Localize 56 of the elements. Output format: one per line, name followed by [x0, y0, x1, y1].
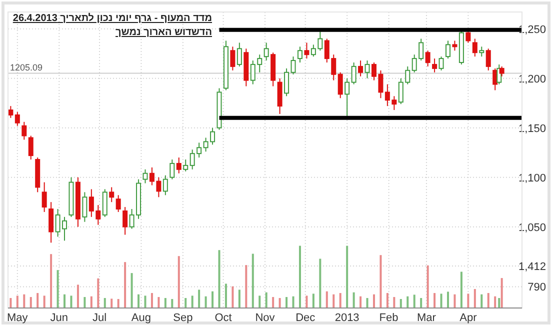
x-tick-label: Nov — [255, 312, 276, 324]
candlestick — [466, 30, 471, 44]
candlestick — [297, 46, 302, 63]
candlestick — [472, 38, 478, 58]
x-tick-label: Jun — [50, 312, 68, 324]
x-tick-label: Aug — [131, 312, 151, 324]
y-tick-label: 790 — [528, 282, 546, 294]
x-tick-label: Mar — [416, 312, 436, 324]
candlestick — [479, 46, 484, 58]
candlestick — [438, 56, 444, 71]
candlestick — [452, 40, 458, 52]
candlestick — [116, 194, 121, 212]
y-tick-label: 1,412 — [518, 261, 546, 274]
x-tick-label: Jul — [92, 312, 107, 324]
candlestick — [264, 42, 269, 62]
candlestick — [183, 159, 188, 172]
candlestick — [8, 106, 14, 118]
text: הדשדוש הארוך נמשך — [116, 27, 212, 38]
ref-line-label: 1205.09 — [10, 62, 43, 72]
candlestick — [277, 78, 282, 114]
candlestick — [290, 56, 296, 75]
candlestick — [358, 60, 364, 77]
candlestick — [338, 72, 343, 99]
x-tick-label: 2013 — [334, 312, 360, 324]
candlestick — [142, 168, 148, 184]
x-tick-label: Feb — [379, 312, 398, 324]
chart-title: מדד המעוף - גרף יומי נכון לתאריך 26.4.2013 — [12, 12, 212, 24]
x-tick-label: Apr — [460, 312, 478, 324]
candlestick — [22, 121, 27, 140]
candlestick — [499, 66, 504, 77]
candlestick — [42, 182, 47, 212]
candlestick — [162, 174, 168, 196]
candlestick — [284, 68, 290, 97]
candlestick — [432, 58, 438, 73]
candlestick — [364, 60, 370, 79]
x-tick-label: Sep — [173, 312, 193, 324]
candlestick — [82, 192, 88, 222]
candlestick — [102, 188, 108, 218]
candlestick — [14, 111, 20, 126]
candlestick — [28, 135, 34, 160]
candlestick — [122, 206, 128, 236]
candlestick — [170, 159, 175, 180]
candlestick — [425, 50, 430, 67]
candlestick — [344, 78, 350, 118]
candlestick — [48, 202, 54, 244]
candlestick — [109, 186, 114, 203]
x-tick-label: Oct — [214, 312, 232, 324]
x-tick-label: Dec — [296, 312, 316, 324]
candlestick — [230, 46, 236, 71]
candlestick — [176, 157, 182, 174]
candlestick — [351, 62, 356, 85]
x-tick-label: May — [7, 312, 28, 324]
candlestick — [304, 42, 310, 60]
candlestick — [486, 48, 491, 71]
candlestick — [236, 42, 242, 67]
candlestick — [445, 40, 450, 60]
